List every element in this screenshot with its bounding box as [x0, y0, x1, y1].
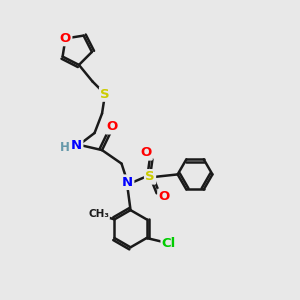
- Text: O: O: [106, 120, 118, 133]
- Text: N: N: [71, 139, 82, 152]
- Text: O: O: [140, 146, 152, 159]
- Text: O: O: [158, 190, 170, 203]
- Text: S: S: [145, 170, 155, 183]
- Text: O: O: [60, 32, 71, 45]
- Text: S: S: [100, 88, 110, 100]
- Text: H: H: [60, 141, 70, 154]
- Text: CH₃: CH₃: [88, 209, 109, 219]
- Text: Cl: Cl: [161, 237, 176, 250]
- Text: N: N: [122, 176, 133, 189]
